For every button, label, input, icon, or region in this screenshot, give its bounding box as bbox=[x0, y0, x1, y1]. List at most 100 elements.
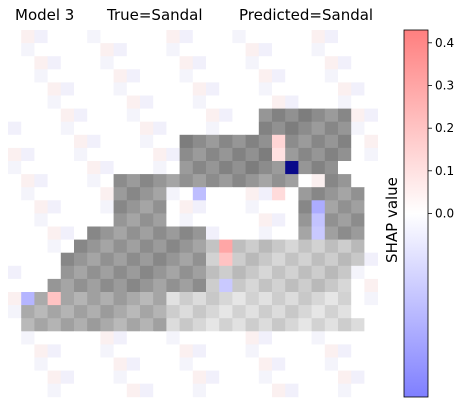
heatmap-cell bbox=[8, 292, 22, 306]
heatmap-cell bbox=[113, 226, 128, 240]
heatmap-cell bbox=[113, 174, 128, 188]
heatmap-cell bbox=[140, 305, 154, 319]
heatmap-cell bbox=[351, 213, 365, 227]
heatmap-cell bbox=[311, 174, 326, 188]
heatmap-cell bbox=[364, 331, 378, 345]
heatmap-cell bbox=[74, 134, 88, 149]
heatmap-cell bbox=[364, 147, 378, 162]
heatmap-cell bbox=[219, 30, 233, 44]
heatmap-cell bbox=[311, 108, 326, 123]
heatmap-cell bbox=[351, 318, 365, 332]
heatmap-cell bbox=[232, 200, 246, 214]
heatmap-cell bbox=[113, 331, 128, 345]
heatmap-cell bbox=[206, 174, 220, 188]
heatmap-cell bbox=[153, 239, 167, 254]
heatmap-cell bbox=[60, 239, 75, 254]
heatmap-cell bbox=[245, 134, 260, 149]
heatmap-cell bbox=[338, 43, 352, 57]
heatmap-cell bbox=[74, 121, 88, 136]
heatmap-cell bbox=[60, 161, 75, 175]
colorbar-gradient bbox=[403, 29, 429, 398]
heatmap-cell bbox=[298, 370, 312, 385]
heatmap-cell bbox=[140, 95, 154, 109]
heatmap-cell bbox=[219, 331, 233, 345]
heatmap-cell bbox=[285, 318, 299, 332]
heatmap-cell bbox=[34, 265, 48, 280]
heatmap-cell bbox=[153, 187, 167, 201]
heatmap-cell bbox=[232, 305, 246, 319]
heatmap-cell bbox=[8, 265, 22, 280]
heatmap-cell bbox=[206, 187, 220, 201]
heatmap-cell bbox=[126, 318, 141, 332]
heatmap-cell bbox=[324, 278, 339, 293]
heatmap-cell bbox=[364, 278, 378, 293]
heatmap-cell bbox=[166, 318, 180, 332]
heatmap-cell bbox=[34, 95, 48, 109]
heatmap-cell bbox=[74, 331, 88, 345]
heatmap-cell bbox=[351, 252, 365, 267]
heatmap-cell bbox=[258, 30, 273, 44]
heatmap-cell bbox=[192, 383, 207, 398]
heatmap-cell bbox=[47, 357, 62, 371]
heatmap-cell bbox=[298, 134, 312, 149]
heatmap-cell bbox=[60, 30, 75, 44]
heatmap-cell bbox=[126, 187, 141, 201]
heatmap-cell bbox=[153, 213, 167, 227]
heatmap-cell bbox=[179, 174, 194, 188]
heatmap-cell bbox=[364, 292, 378, 306]
heatmap-cell bbox=[272, 69, 286, 83]
heatmap-cell bbox=[47, 305, 62, 319]
heatmap-cell bbox=[140, 200, 154, 214]
heatmap-cell bbox=[153, 278, 167, 293]
heatmap-cell bbox=[338, 108, 352, 123]
heatmap-cell bbox=[113, 161, 128, 175]
heatmap-cell bbox=[285, 30, 299, 44]
heatmap-cell bbox=[113, 318, 128, 332]
heatmap-cell bbox=[34, 278, 48, 293]
heatmap-cell bbox=[324, 174, 339, 188]
heatmap-cell bbox=[245, 30, 260, 44]
heatmap-cell bbox=[140, 69, 154, 83]
heatmap-cell bbox=[60, 69, 75, 83]
heatmap-cell bbox=[21, 174, 35, 188]
heatmap-cell bbox=[60, 43, 75, 57]
heatmap-cell bbox=[87, 174, 101, 188]
heatmap-cell bbox=[192, 134, 207, 149]
heatmap-cell bbox=[351, 121, 365, 136]
heatmap-cell bbox=[47, 344, 62, 358]
heatmap-cell bbox=[258, 318, 273, 332]
heatmap-cell bbox=[311, 383, 326, 398]
heatmap-cell bbox=[245, 95, 260, 109]
heatmap-cell bbox=[100, 278, 114, 293]
heatmap-cell bbox=[338, 265, 352, 280]
heatmap-cell bbox=[34, 213, 48, 227]
heatmap-cell bbox=[364, 187, 378, 201]
heatmap-cell bbox=[113, 147, 128, 162]
heatmap-cell bbox=[74, 318, 88, 332]
heatmap-cell bbox=[351, 43, 365, 57]
heatmap-cell bbox=[311, 213, 326, 227]
heatmap-cell bbox=[298, 357, 312, 371]
heatmap-cell bbox=[21, 305, 35, 319]
heatmap-cell bbox=[140, 292, 154, 306]
heatmap-cell bbox=[351, 239, 365, 254]
heatmap-cell bbox=[74, 200, 88, 214]
heatmap-cell bbox=[206, 161, 220, 175]
heatmap-cell bbox=[219, 292, 233, 306]
heatmap-cell bbox=[272, 226, 286, 240]
heatmap-cell bbox=[245, 43, 260, 57]
heatmap-cell bbox=[34, 147, 48, 162]
heatmap-cell bbox=[8, 56, 22, 70]
heatmap-cell bbox=[364, 226, 378, 240]
heatmap-cell bbox=[100, 252, 114, 267]
heatmap-cell bbox=[140, 226, 154, 240]
heatmap-cell bbox=[192, 82, 207, 96]
heatmap-cell bbox=[47, 383, 62, 398]
heatmap-cell bbox=[285, 331, 299, 345]
heatmap-cell bbox=[324, 200, 339, 214]
heatmap-cell bbox=[47, 56, 62, 70]
heatmap-cell bbox=[206, 344, 220, 358]
heatmap-cell bbox=[8, 252, 22, 267]
heatmap-cell bbox=[47, 318, 62, 332]
heatmap-cell bbox=[298, 56, 312, 70]
